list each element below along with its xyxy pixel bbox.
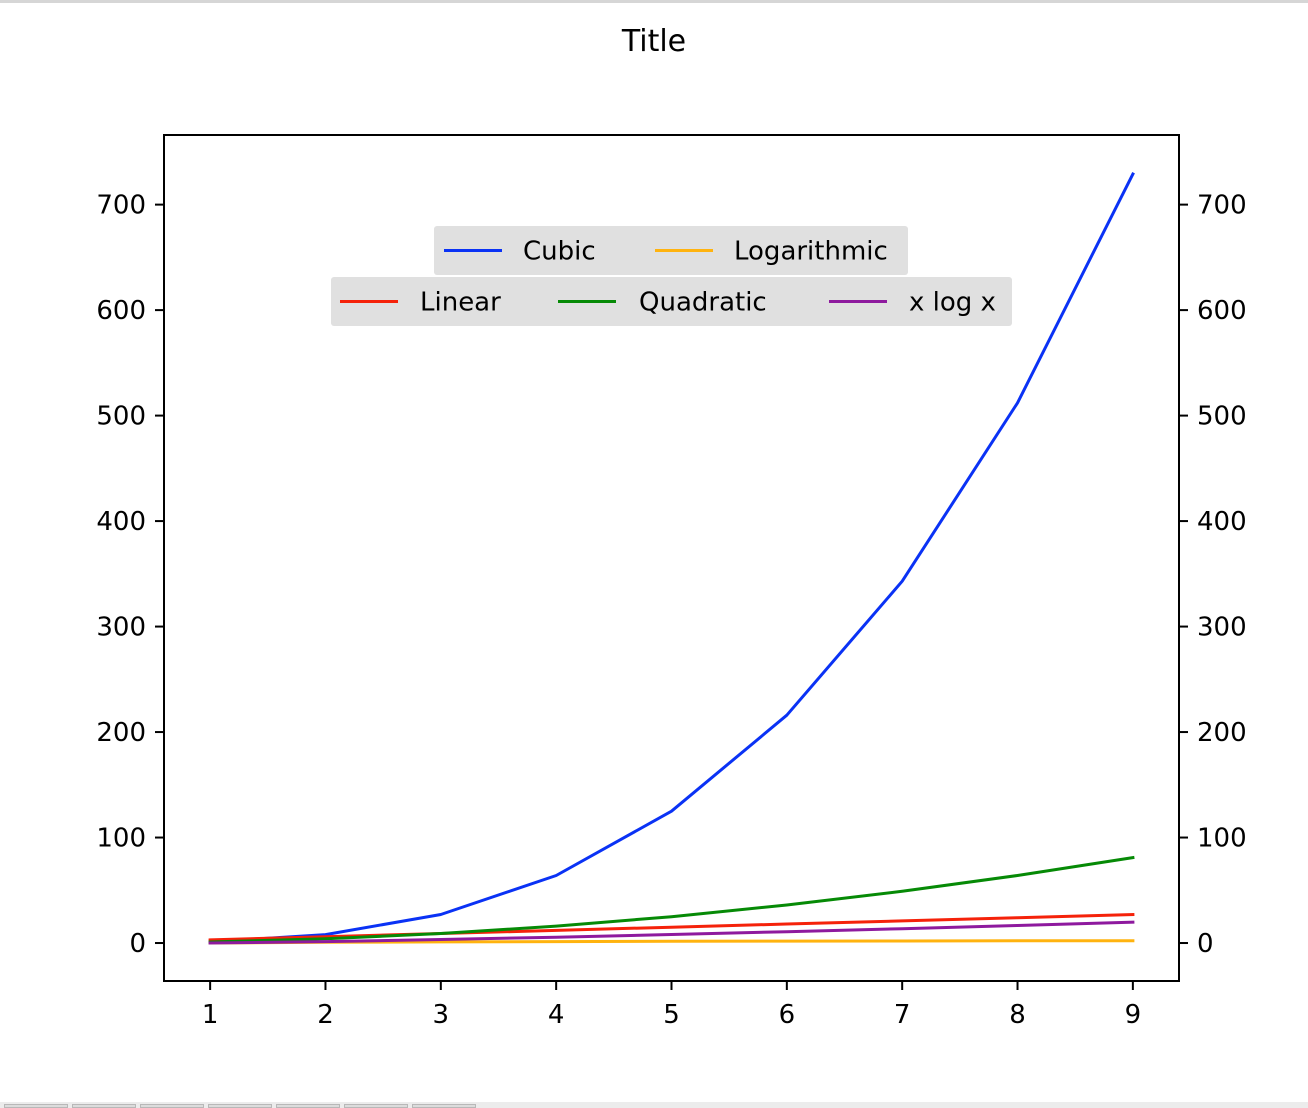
legend-box xyxy=(331,277,1012,326)
series-line-x-log-x xyxy=(208,920,1135,945)
x-tick-label: 1 xyxy=(202,1000,219,1030)
y-tick-label-left: 400 xyxy=(96,507,146,537)
legend-2: Linear Quadratic x log x xyxy=(331,277,1012,326)
y-tick-label-left: 500 xyxy=(96,402,146,432)
y-axis-left: 0 100 200 300 400 500 600 700 xyxy=(96,191,164,959)
y-tick-label-right: 400 xyxy=(1197,507,1247,537)
window-top-edge xyxy=(0,0,1308,3)
y-tick-label-left: 0 xyxy=(129,929,146,959)
x-tick-label: 9 xyxy=(1125,1000,1142,1030)
toolbar-button[interactable] xyxy=(412,1104,476,1108)
y-tick-label-left: 700 xyxy=(96,191,146,221)
y-tick-label-right: 0 xyxy=(1197,929,1214,959)
y-tick-label-left: 300 xyxy=(96,613,146,643)
toolbar-strip xyxy=(0,1102,1308,1108)
legend-label-quadratic: Quadratic xyxy=(639,288,767,318)
toolbar-button[interactable] xyxy=(208,1104,272,1108)
y-tick-label-right: 500 xyxy=(1197,402,1247,432)
series-line-cubic xyxy=(208,171,1135,944)
y-tick-label-right: 300 xyxy=(1197,613,1247,643)
series-line-quadratic xyxy=(208,855,1135,944)
x-tick-label: 2 xyxy=(317,1000,334,1030)
y-tick-label-left: 600 xyxy=(96,296,146,326)
x-tick-label: 6 xyxy=(779,1000,796,1030)
legends: Cubic Logarithmic Linear Quadratic x log x xyxy=(331,226,1012,326)
toolbar-button[interactable] xyxy=(344,1104,408,1108)
toolbar-button[interactable] xyxy=(140,1104,204,1108)
toolbar-button[interactable] xyxy=(276,1104,340,1108)
x-tick-label: 3 xyxy=(433,1000,450,1030)
y-tick-label-left: 100 xyxy=(96,824,146,854)
toolbar-button[interactable] xyxy=(4,1104,68,1108)
chart-title: Title xyxy=(621,24,686,59)
legend-label-cubic: Cubic xyxy=(523,237,596,267)
legend-label-x-log-x: x log x xyxy=(909,288,996,318)
y-tick-label-left: 200 xyxy=(96,718,146,748)
legend-1: Cubic Logarithmic xyxy=(434,226,908,275)
x-tick-label: 5 xyxy=(663,1000,680,1030)
legend-label-logarithmic: Logarithmic xyxy=(734,237,888,267)
y-axis-right: 0 100 200 300 400 500 600 700 xyxy=(1179,191,1247,959)
series-lines xyxy=(208,171,1135,945)
x-tick-label: 8 xyxy=(1009,1000,1026,1030)
y-tick-label-right: 100 xyxy=(1197,824,1247,854)
y-tick-label-right: 200 xyxy=(1197,718,1247,748)
toolbar-button[interactable] xyxy=(72,1104,136,1108)
y-tick-label-right: 600 xyxy=(1197,296,1247,326)
legend-label-linear: Linear xyxy=(420,288,501,318)
x-axis: 1 2 3 4 5 6 7 8 9 xyxy=(202,981,1141,1030)
x-tick-label: 7 xyxy=(894,1000,911,1030)
y-tick-label-right: 700 xyxy=(1197,191,1247,221)
x-tick-label: 4 xyxy=(548,1000,565,1030)
